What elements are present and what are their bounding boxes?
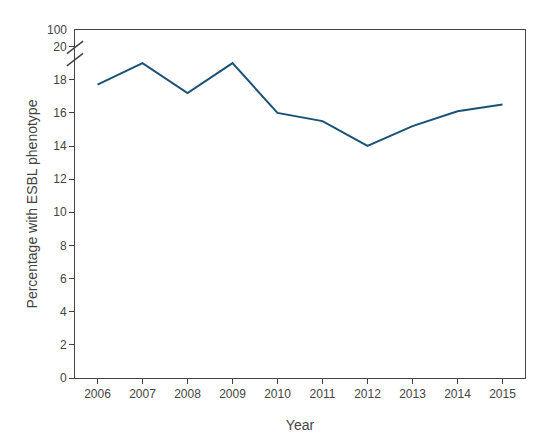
- svg-text:8: 8: [60, 239, 67, 253]
- svg-text:2007: 2007: [129, 387, 156, 401]
- svg-text:2013: 2013: [399, 387, 426, 401]
- svg-text:10: 10: [53, 205, 67, 219]
- svg-text:2009: 2009: [219, 387, 246, 401]
- svg-text:0: 0: [60, 371, 67, 385]
- svg-text:2011: 2011: [310, 387, 336, 401]
- svg-text:12: 12: [53, 172, 67, 186]
- svg-text:2010: 2010: [264, 387, 291, 401]
- svg-text:20: 20: [53, 40, 67, 54]
- svg-text:100: 100: [47, 23, 67, 37]
- svg-text:14: 14: [53, 139, 67, 153]
- svg-text:2006: 2006: [84, 387, 111, 401]
- svg-text:2014: 2014: [444, 387, 471, 401]
- svg-text:Percentage with ESBL phenotype: Percentage with ESBL phenotype: [24, 99, 40, 308]
- svg-text:2008: 2008: [174, 387, 201, 401]
- svg-text:2012: 2012: [354, 387, 381, 401]
- svg-text:4: 4: [60, 305, 67, 319]
- svg-text:18: 18: [53, 73, 67, 87]
- svg-text:Year: Year: [286, 417, 315, 433]
- svg-text:6: 6: [60, 272, 67, 286]
- svg-text:16: 16: [53, 106, 67, 120]
- svg-text:2: 2: [60, 338, 67, 352]
- svg-text:2015: 2015: [489, 387, 516, 401]
